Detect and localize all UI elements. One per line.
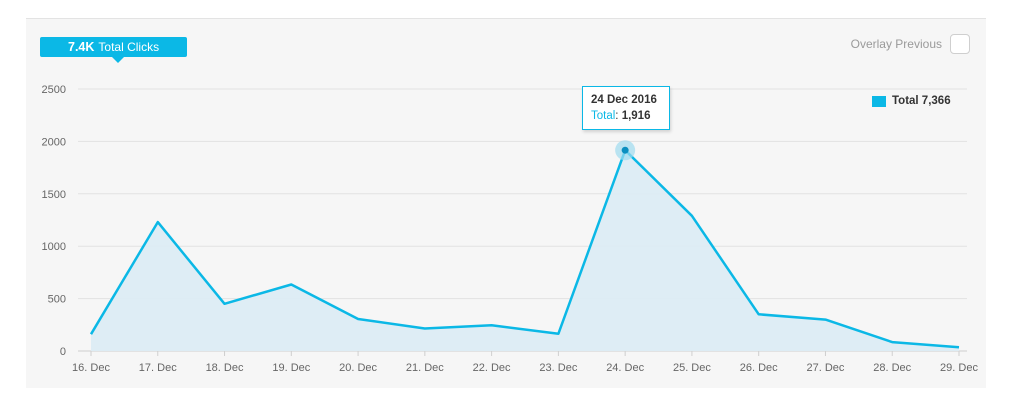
y-tick-label: 2500 — [42, 84, 66, 96]
data-tooltip: 24 Dec 2016 Total: 1,916 — [582, 86, 670, 130]
x-tick-label: 20. Dec — [339, 362, 377, 374]
y-tick-label: 0 — [60, 346, 66, 358]
badge-pointer — [112, 57, 124, 63]
x-tick-label: 24. Dec — [606, 362, 644, 374]
x-tick-label: 27. Dec — [807, 362, 845, 374]
x-tick-label: 25. Dec — [673, 362, 711, 374]
y-tick-label: 1500 — [42, 189, 66, 201]
x-tick-label: 16. Dec — [72, 362, 110, 374]
data-points — [615, 140, 636, 161]
x-tick-label: 17. Dec — [139, 362, 177, 374]
legend-label: Total 7,366 — [892, 95, 951, 107]
y-tick-label: 1000 — [42, 241, 66, 253]
x-tick-label: 22. Dec — [473, 362, 511, 374]
y-axis: 0 500 1000 1500 2000 2500 — [42, 84, 66, 358]
x-tick-label: 28. Dec — [873, 362, 911, 374]
y-tick-label: 2000 — [42, 136, 66, 148]
x-tick-label: 29. Dec — [940, 362, 978, 374]
series-line-total — [89, 148, 960, 349]
x-tick-label: 21. Dec — [406, 362, 444, 374]
overlay-previous-toggle[interactable]: Overlay Previous — [851, 34, 970, 54]
x-tick-label: 26. Dec — [740, 362, 778, 374]
x-tick-label: 19. Dec — [272, 362, 310, 374]
y-tick-label: 500 — [48, 294, 66, 306]
tooltip-value: 1,916 — [621, 110, 651, 122]
series-area-total — [91, 150, 959, 351]
highlight-point — [621, 146, 629, 154]
tooltip-row: Total: 1,916 — [591, 110, 651, 122]
overlay-previous-label: Overlay Previous — [850, 37, 942, 51]
legend[interactable]: Total 7,366 — [872, 95, 951, 107]
x-axis: 16. Dec 17. Dec 18. Dec 19. Dec 20. Dec 21. D… — [72, 351, 978, 374]
tooltip-date: 24 Dec 2016 — [591, 94, 657, 106]
x-tick-label: 23. Dec — [539, 362, 577, 374]
overlay-previous-checkbox[interactable] — [950, 34, 970, 54]
total-clicks-label: Total Clicks — [98, 40, 160, 54]
x-tick-label: 18. Dec — [206, 362, 244, 374]
tooltip-key: Total — [591, 110, 616, 122]
total-clicks-badge: 7.4K Total Clicks — [40, 37, 188, 63]
legend-swatch — [872, 95, 886, 107]
total-clicks-value: 7.4K — [68, 40, 95, 54]
